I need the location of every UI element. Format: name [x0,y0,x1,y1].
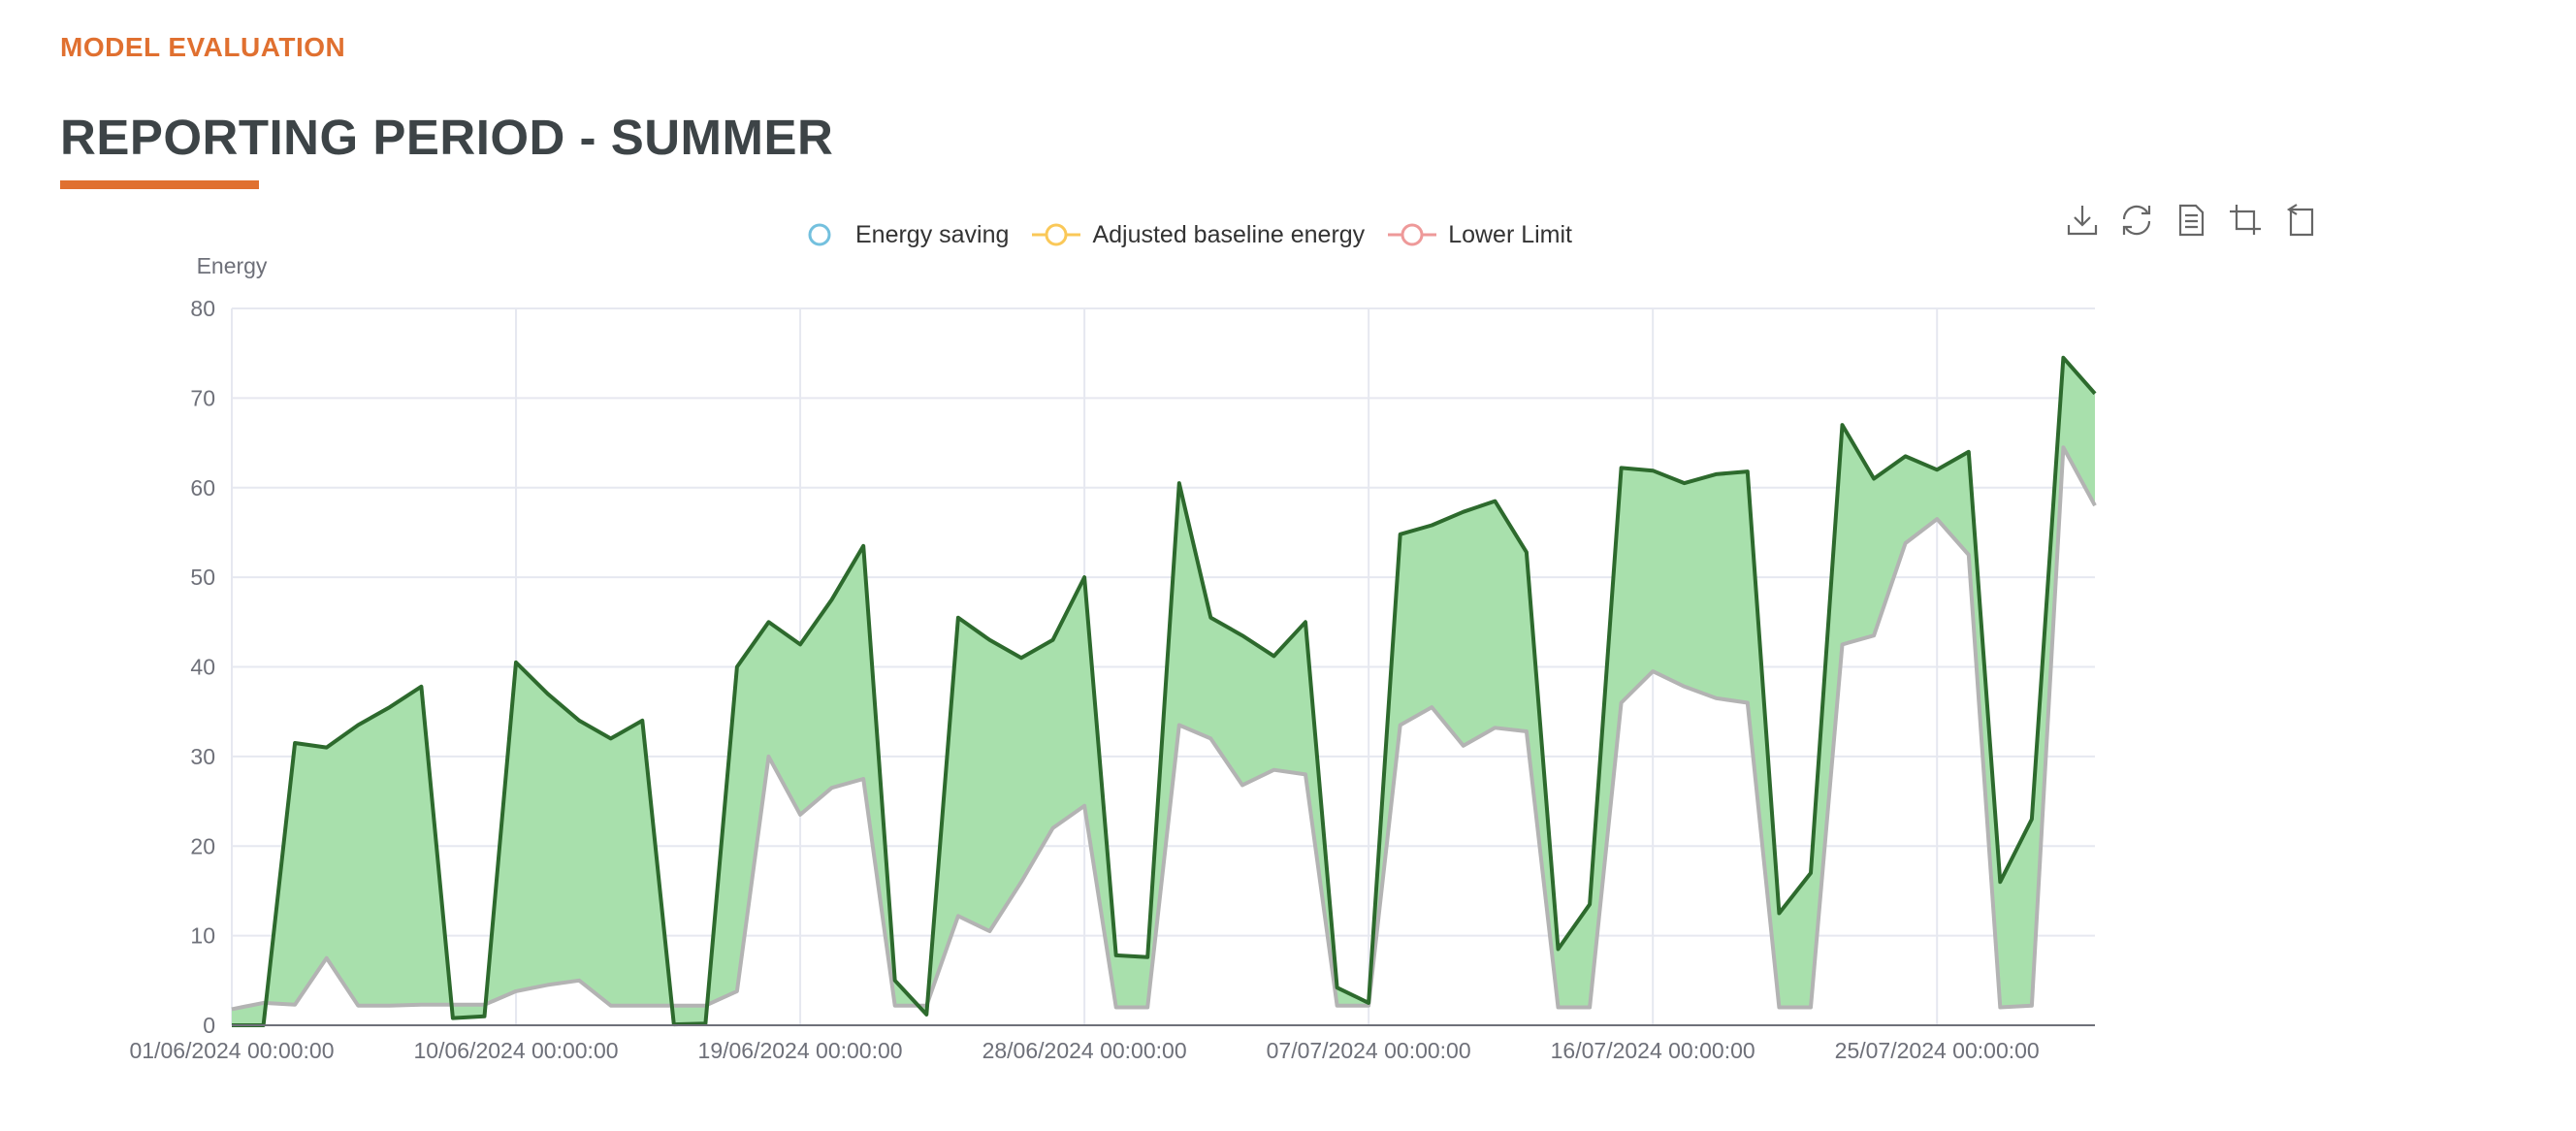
legend-label: Energy saving [855,220,1010,248]
y-tick-label: 60 [190,475,215,501]
y-tick-label: 70 [190,385,215,410]
y-tick-label: 10 [190,923,215,949]
y-tick-label: 80 [190,296,215,321]
legend-item-lower-limit[interactable]: Lower Limit [1388,220,1572,249]
legend-line-circle-icon [1032,223,1081,246]
legend-item-adjusted-baseline[interactable]: Adjusted baseline energy [1032,220,1365,249]
x-tick-label: 01/06/2024 00:00:00 [129,1038,334,1063]
legend-line-circle-icon [1388,223,1437,246]
legend-label: Lower Limit [1448,220,1573,248]
legend-item-energy-saving[interactable]: Energy saving [795,220,1009,249]
legend-circle-icon [808,223,831,246]
zoom-reset-icon[interactable] [2281,202,2318,239]
data-view-icon[interactable] [2173,202,2209,239]
download-icon[interactable] [2064,202,2101,239]
x-tick-label: 07/07/2024 00:00:00 [1267,1038,1471,1063]
title-underline [60,180,259,189]
page-title: REPORTING PERIOD - SUMMER [60,110,834,165]
y-tick-label: 50 [190,565,215,590]
lower-limit-line [231,445,2097,1012]
section-label: MODEL EVALUATION [60,32,346,62]
x-tick-label: 16/07/2024 00:00:00 [1551,1038,1755,1063]
x-tick-label: 19/06/2024 00:00:00 [698,1038,903,1063]
chart-toolbox [2064,202,2335,239]
refresh-icon[interactable] [2118,202,2155,239]
y-tick-label: 40 [190,655,215,680]
y-axis-label: Energy [197,253,268,278]
energy-saving-area [232,357,2095,1025]
legend-label: Adjusted baseline energy [1092,220,1366,248]
x-tick-label: 25/07/2024 00:00:00 [1835,1038,2040,1063]
adjusted-baseline-line [232,355,2097,1027]
x-tick-label: 10/06/2024 00:00:00 [414,1038,619,1063]
x-tick-label: 28/06/2024 00:00:00 [982,1038,1187,1063]
crop-zoom-icon[interactable] [2227,202,2264,239]
chart-legend: Energy saving Adjusted baseline energy L… [795,215,1595,254]
y-tick-label: 20 [190,833,215,858]
y-tick-label: 30 [190,744,215,769]
y-tick-label: 0 [203,1013,215,1038]
